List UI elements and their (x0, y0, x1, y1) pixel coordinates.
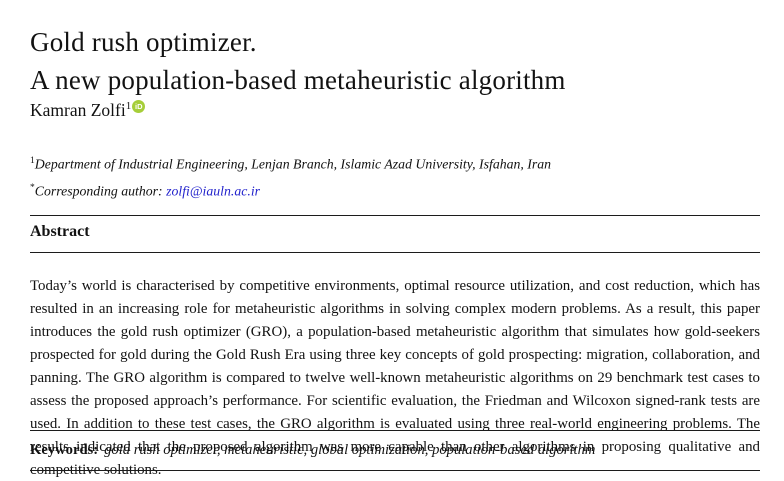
paper-title-line2: A new population-based metaheuristic alg… (30, 65, 566, 96)
paper-title-line1: Gold rush optimizer. (30, 27, 257, 58)
affiliation-line: 1Department of Industrial Engineering, L… (30, 156, 760, 173)
rule-below-keywords (30, 470, 760, 471)
rule-below-abstract-heading (30, 252, 760, 253)
paper-title: Gold rush optimizer. A new population-ba… (30, 23, 760, 99)
keywords-label: Keywords: (30, 442, 99, 458)
corresponding-email-link[interactable]: zolfi@iauln.ac.ir (166, 183, 261, 199)
orcid-icon[interactable]: iD (132, 100, 146, 114)
corresponding-label: Corresponding author: (34, 183, 167, 199)
keywords-text: gold rush optimizer, metaheuristic, glob… (104, 442, 596, 458)
abstract-heading: Abstract (30, 223, 90, 240)
affiliation-superscript: 1 (30, 156, 35, 166)
keywords-line: Keywords: gold rush optimizer, metaheuris… (30, 442, 760, 459)
corresponding-superscript: * (30, 183, 35, 193)
corresponding-author-line: *Corresponding author: zolfi@iauln.ac.ir (30, 183, 760, 200)
rule-above-keywords (30, 430, 760, 431)
rule-above-abstract (30, 215, 760, 216)
affiliation-text: Department of Industrial Engineering, Le… (34, 156, 552, 172)
author-affiliation-superscript: 1 (125, 100, 132, 113)
author-line: Kamran Zolfi1 iD (30, 100, 146, 121)
author-name: Kamran Zolfi (30, 100, 126, 120)
abstract-text: Today’s world is characterised by compet… (30, 277, 760, 478)
